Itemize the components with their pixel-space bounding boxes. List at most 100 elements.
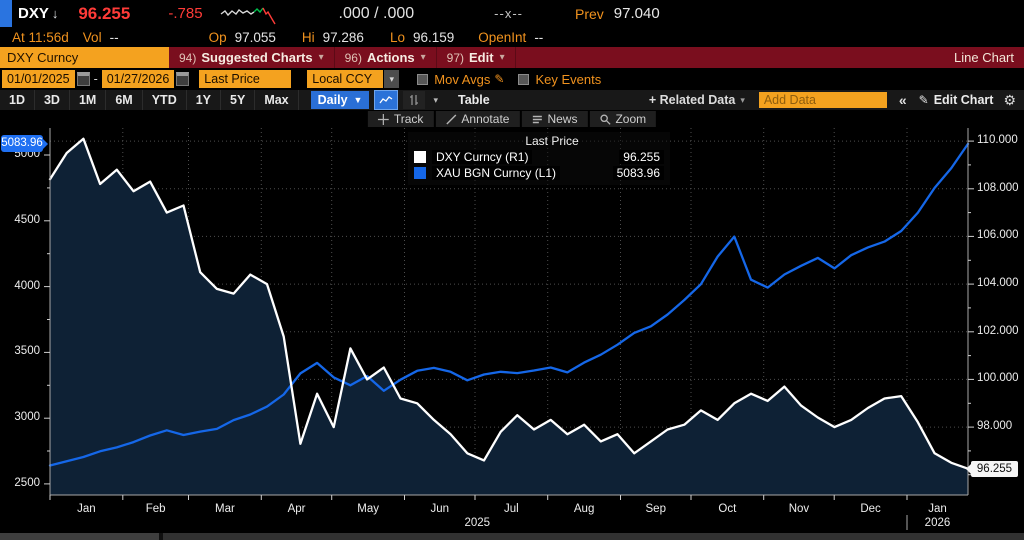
range-tab-ytd[interactable]: YTD bbox=[143, 90, 187, 110]
menu-item-key: 96) bbox=[344, 50, 362, 65]
x-axis-month-label: Nov bbox=[788, 503, 810, 515]
range-tab-1m[interactable]: 1M bbox=[70, 90, 107, 110]
range-tab-3d[interactable]: 3D bbox=[35, 90, 70, 110]
x-axis-month-label: Apr bbox=[287, 503, 306, 515]
menu-item-actions[interactable]: 96) Actions ▾ bbox=[335, 47, 437, 68]
y-axis-label-left: 3000 bbox=[14, 411, 40, 424]
period-select[interactable]: Daily ▼ bbox=[310, 91, 370, 109]
legend-row[interactable]: DXY Curncy (R1) 96.255 bbox=[414, 150, 664, 164]
x-axis-month-label: Jan bbox=[928, 503, 947, 515]
related-data-caret-icon[interactable]: ▾ bbox=[740, 94, 745, 105]
date-to-input[interactable]: 01/27/2026 bbox=[101, 70, 175, 88]
menu-bar: DXY Curncy 94) Suggested Charts ▾ 96) Action… bbox=[0, 47, 1024, 68]
bid-ask: .000 / .000 bbox=[338, 4, 415, 22]
news-label: News bbox=[547, 112, 578, 126]
openint-label: OpenInt bbox=[478, 29, 527, 45]
chart-legend: Last Price DXY Curncy (R1) 96.255 XAU BGN … bbox=[408, 132, 670, 185]
sparkline-chart bbox=[220, 7, 276, 24]
panel-divider-segment[interactable] bbox=[163, 533, 1024, 540]
window-grip[interactable] bbox=[0, 0, 12, 27]
x-axis-month-label: Oct bbox=[718, 503, 737, 515]
legend-row[interactable]: XAU BGN Curncy (L1) 5083.96 bbox=[414, 166, 664, 180]
quote-time: At 11:56d bbox=[12, 29, 69, 45]
y-axis-label-right: 104.000 bbox=[977, 277, 1019, 290]
range-tab-1d[interactable]: 1D bbox=[0, 90, 35, 110]
high-value: 97.286 bbox=[322, 29, 364, 45]
x-axis-month-label: Jan bbox=[77, 503, 96, 515]
annotate-button[interactable]: Annotate bbox=[435, 111, 520, 127]
vol-label: Vol bbox=[82, 29, 102, 45]
mov-avgs-edit-icon[interactable]: ✎ bbox=[494, 72, 505, 86]
news-icon bbox=[532, 115, 542, 123]
annotate-label: Annotate bbox=[461, 112, 510, 126]
zoom-button[interactable]: Zoom bbox=[589, 111, 657, 127]
x-axis-month-label: Jul bbox=[503, 503, 519, 515]
table-button[interactable]: Table bbox=[457, 93, 490, 107]
add-data-input[interactable] bbox=[758, 92, 887, 108]
chart-mode-caret-icon[interactable]: ▾ bbox=[433, 94, 438, 105]
price-chart[interactable] bbox=[0, 110, 1024, 540]
range-tab-6m[interactable]: 6M bbox=[106, 90, 143, 110]
y-axis-label-right: 106.000 bbox=[977, 229, 1019, 242]
x-axis-month-label: Mar bbox=[215, 503, 235, 515]
x-axis-month-label: Aug bbox=[573, 503, 595, 515]
edit-chart-button[interactable]: Edit Chart bbox=[933, 93, 994, 107]
key-events-label[interactable]: Key Events bbox=[535, 71, 602, 87]
key-events-checkbox[interactable] bbox=[518, 73, 530, 85]
xau-last-value-badge: 5083.96 bbox=[1, 135, 48, 152]
y-axis-label-right: 108.000 bbox=[977, 181, 1019, 194]
x-axis-month-label: Jun bbox=[430, 503, 450, 515]
price-field-select[interactable]: Last Price bbox=[199, 70, 292, 88]
x-axis-year-label: 2026 bbox=[924, 517, 951, 529]
menu-item-label: Edit bbox=[469, 50, 494, 65]
menu-item-key: 97) bbox=[446, 50, 465, 65]
open-label: Op bbox=[208, 29, 227, 45]
panel-divider-segment[interactable] bbox=[0, 533, 159, 540]
calendar-icon[interactable] bbox=[76, 72, 90, 86]
mov-avgs-label[interactable]: Mov Avgs bbox=[434, 71, 491, 87]
legend-rows: DXY Curncy (R1) 96.255 XAU BGN Curncy (L1)… bbox=[414, 150, 664, 180]
openint-value: -- bbox=[534, 29, 544, 45]
range-toolbar: 1D 3D 1M 6M YTD 1Y 5Y Max Daily ▼ ▾ Table + Rel… bbox=[0, 90, 1024, 110]
range-tab-max[interactable]: Max bbox=[255, 90, 299, 110]
zoom-magnifier-icon bbox=[600, 114, 611, 125]
session-stats: At 11:56d Vol -- Op 97.055 Hi 97.286 Lo … bbox=[0, 27, 1024, 47]
period-caret-icon: ▼ bbox=[353, 95, 363, 105]
zoom-label: Zoom bbox=[615, 112, 647, 126]
low-label: Lo bbox=[389, 29, 405, 45]
collapse-panel-icon[interactable]: « bbox=[898, 92, 907, 108]
chart-hover-toolbar: Track Annotate News bbox=[367, 111, 657, 127]
range-tab-5y[interactable]: 5Y bbox=[221, 90, 256, 110]
x-axis-year-label: 2025 bbox=[464, 517, 491, 529]
track-button[interactable]: Track bbox=[367, 111, 434, 127]
mov-avgs-checkbox[interactable] bbox=[417, 73, 429, 85]
menu-item-suggested-charts[interactable]: 94) Suggested Charts ▾ bbox=[169, 47, 335, 68]
line-chart-mode-button[interactable] bbox=[374, 90, 399, 110]
annotate-icon bbox=[445, 114, 456, 124]
related-data-button[interactable]: + Related Data bbox=[648, 93, 736, 107]
dxy-last-value-badge: 96.255 bbox=[966, 461, 1018, 477]
menu-item-edit[interactable]: 97) Edit ▾ bbox=[437, 47, 516, 68]
date-from-input[interactable]: 01/01/2025 bbox=[2, 70, 75, 88]
candle-chart-mode-button[interactable] bbox=[403, 91, 426, 109]
line-chart-icon bbox=[379, 96, 393, 104]
gear-icon[interactable]: ⚙ bbox=[1003, 91, 1016, 108]
calendar-icon[interactable] bbox=[176, 72, 190, 86]
currency-select[interactable]: Local CCY bbox=[307, 70, 384, 88]
toolbar-right-group: + Related Data ▾ « ✎ Edit Chart ⚙ bbox=[649, 92, 1024, 109]
range-tab-1y[interactable]: 1Y bbox=[187, 90, 222, 110]
x-axis-month-label: Dec bbox=[860, 503, 881, 515]
track-crosshair-icon bbox=[377, 113, 389, 125]
edit-chart-pencil-icon[interactable]: ✎ bbox=[918, 93, 929, 107]
news-button[interactable]: News bbox=[521, 111, 588, 127]
security-input[interactable]: DXY Curncy bbox=[0, 47, 169, 68]
high-label: Hi bbox=[301, 29, 315, 45]
menu-items: 94) Suggested Charts ▾ 96) Actions ▾ 97) Edit ▾ bbox=[169, 47, 516, 68]
y-axis-label-left: 2500 bbox=[14, 476, 40, 489]
menu-item-key: 94) bbox=[179, 50, 197, 65]
y-axis-label-right: 102.000 bbox=[977, 324, 1019, 337]
currency-dropdown-icon[interactable]: ▾ bbox=[384, 70, 400, 88]
quote-header: DXY ↓ 96.255 -.785 .000 / .000 --x-- Pre… bbox=[0, 0, 1024, 27]
x-axis-month-label: May bbox=[357, 503, 379, 515]
